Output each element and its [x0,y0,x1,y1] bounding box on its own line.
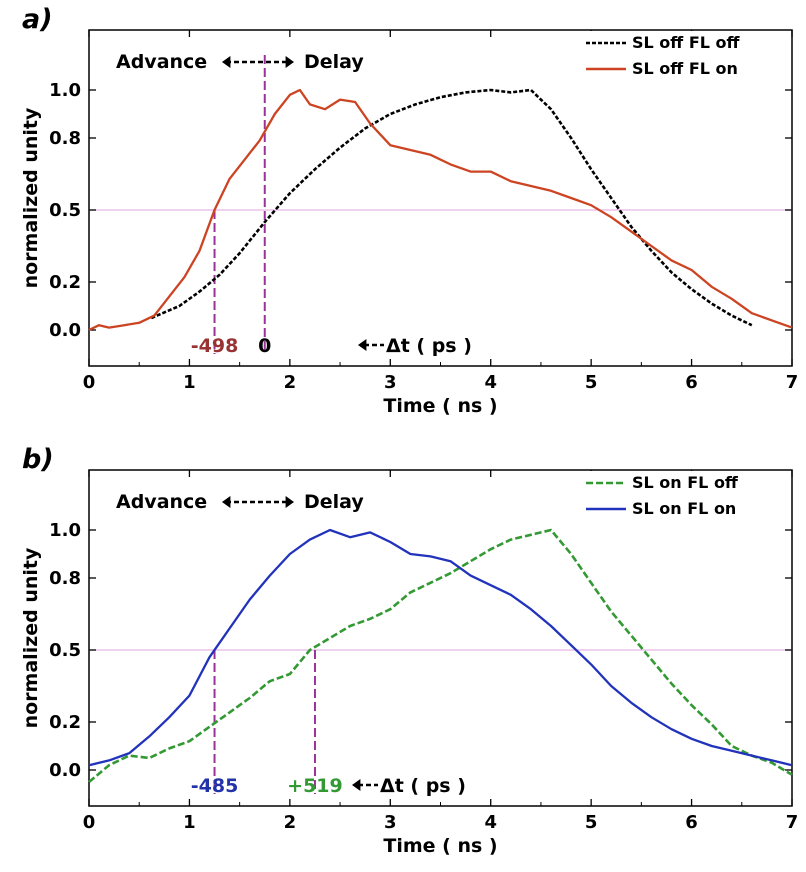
panel-b-x-tick-label: 1 [183,812,196,833]
panel-b-delta-label: Δt ( ps ) [380,775,466,797]
panel-b-shift-label: +519 [287,775,343,797]
panel-a-delta-arrowhead [358,339,367,351]
panel-a-x-tick-label: 5 [585,372,598,393]
panel-b-advance-label: Advance [116,491,207,513]
panel-a-x-tick-label: 7 [786,372,799,393]
panel-b-x-tick-label: 5 [585,812,598,833]
panel-b-y-tick-label: 0.0 [49,760,81,781]
panel-b-arrowhead-left [222,496,231,508]
panel-a-shift-label: -498 [191,335,239,357]
panel-b-x-tick-label: 0 [83,812,96,833]
panel-b-y-tick-label: 0.2 [49,712,81,733]
panel-a-label: a) [22,4,53,35]
panel-a-arrowhead-left [222,56,231,68]
panel-b-y-axis-title: normalized unity [20,547,42,728]
panel-a-x-axis-title: Time ( ns ) [383,395,497,417]
panel-a-arrowhead-right [285,56,294,68]
panel-a-legend-entry: SL off FL on [632,59,738,78]
panel-b-series-2-line [88,528,793,767]
panel-b-y-tick-label: 0.8 [49,568,81,589]
panel-b-x-axis-title: Time ( ns ) [383,835,497,857]
panel-a-x-tick-label: 0 [83,372,96,393]
panel-b-y-tick-label: 1.0 [49,520,81,541]
panel-a-x-tick-label: 2 [284,372,297,393]
panel-b-legend-entry: SL on FL off [632,473,739,492]
panel-b-x-tick-label: 3 [384,812,397,833]
panel-a-x-tick-label: 4 [484,372,497,393]
panel-b-delay-label: Delay [304,491,364,513]
panel-a-delta-label: Δt ( ps ) [386,335,472,357]
panel-a-x-tick-label: 1 [183,372,196,393]
panel-a-y-tick-label: 0.5 [49,200,81,221]
panel-a-y-tick-label: 0.8 [49,128,81,149]
panel-b-arrowhead-right [285,496,294,508]
panel-a-legend-entry: SL off FL off [632,33,741,52]
panel-a-delay-label: Delay [304,51,364,73]
panel-b-x-tick-label: 4 [484,812,497,833]
panel-a-y-tick-label: 0.2 [49,272,81,293]
panel-a-y-tick-label: 1.0 [49,80,81,101]
panel-b-y-tick-label: 0.5 [49,640,81,661]
panel-a-y-tick-label: 0.0 [49,320,81,341]
panel-b-delta-arrowhead [352,779,361,791]
panel-a-x-tick-label: 6 [685,372,698,393]
panel-b-shift-label: -485 [191,775,239,797]
panel-a-legend-box [582,31,788,87]
panel-b-series-1-line [88,528,793,783]
panel-b-x-tick-label: 2 [284,812,297,833]
panel-a-x-tick-label: 3 [384,372,397,393]
panel-a-series-2-line [88,88,793,332]
panel-a-y-axis-title: normalized unity [20,107,42,288]
panel-b-x-tick-label: 6 [685,812,698,833]
panel-a-advance-label: Advance [116,51,207,73]
panel-b-label: b) [22,444,54,475]
panel-b-x-tick-label: 7 [786,812,799,833]
panel-a-shift-label: 0 [258,335,271,357]
panel-b-legend-box [582,471,788,527]
panel-a-series-1-line [150,88,753,327]
panel-b-legend-entry: SL on FL on [632,499,736,518]
